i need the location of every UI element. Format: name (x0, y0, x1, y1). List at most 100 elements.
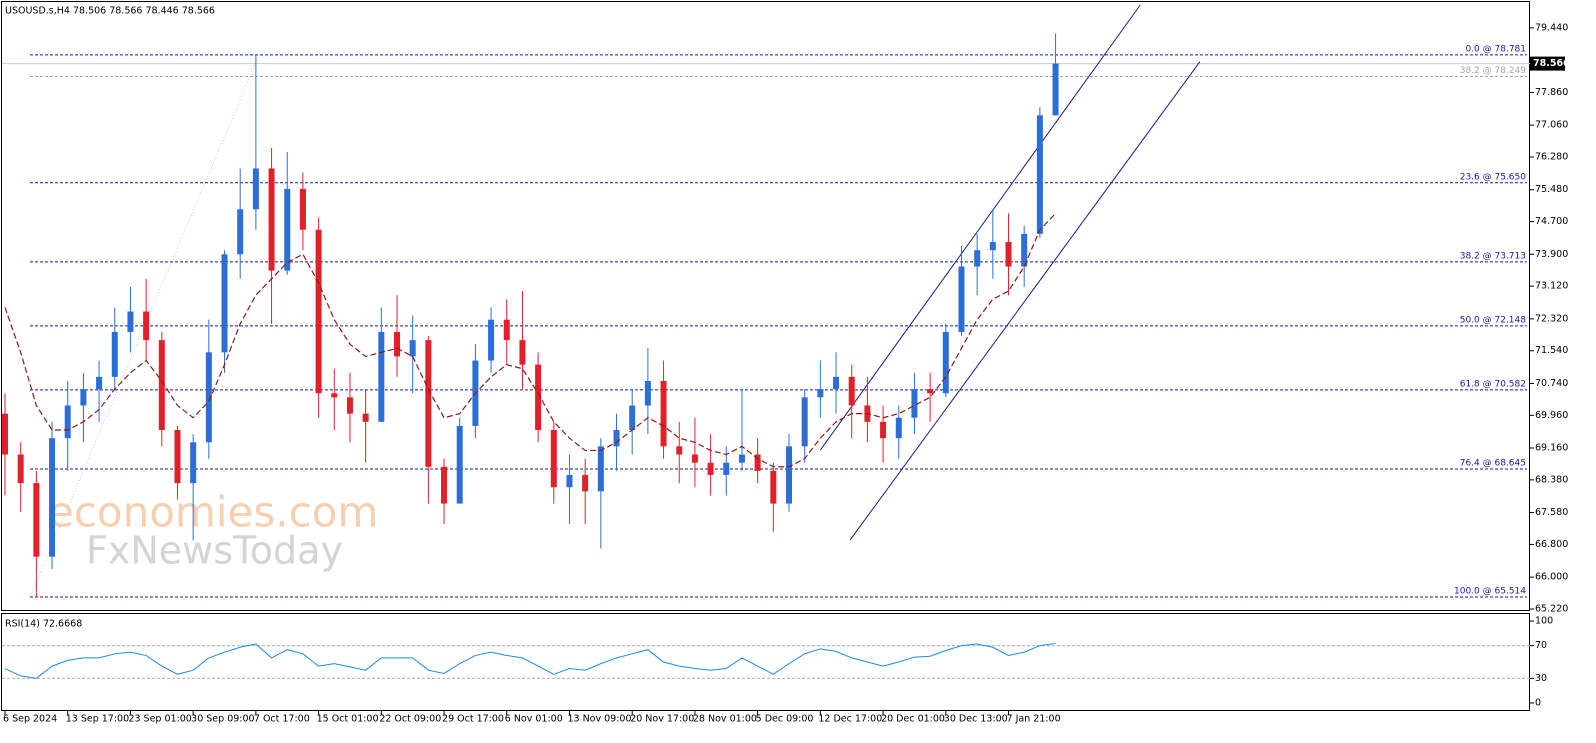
fib-label: 38.2 @ 78.249 (1460, 66, 1527, 76)
x-tick-label: 6 Nov 01:00 (505, 714, 563, 725)
fib-label: 76.4 @ 68.645 (1460, 459, 1526, 469)
price-pane (1, 1, 1530, 611)
x-tick-label: 23 Sep 01:00 (128, 714, 191, 725)
candle-body (441, 466, 448, 504)
candle-body (958, 266, 965, 332)
candle-body (221, 254, 228, 353)
candle-body (817, 389, 824, 398)
chart-title: USOUSD.s,H4 78.506 78.566 78.446 78.566 (5, 6, 215, 17)
y-tick-label: 77.060 (1535, 120, 1568, 131)
candle-body (676, 446, 683, 455)
x-tick-label: 6 Sep 2024 (3, 714, 57, 725)
candle-body (252, 168, 259, 210)
x-tick-label: 20 Dec 01:00 (881, 714, 945, 725)
candle-body (158, 340, 165, 431)
candle-body (488, 319, 495, 361)
candle-body (519, 340, 526, 365)
candle-body (833, 376, 840, 390)
candle-body (190, 442, 197, 484)
y-tick-label: 71.540 (1535, 345, 1568, 356)
rsi-pane (1, 613, 1530, 711)
x-tick-label: 13 Sep 17:00 (66, 714, 129, 725)
candle-body (660, 380, 667, 447)
candle-body (550, 430, 557, 488)
y-tick-label: 73.120 (1535, 281, 1568, 292)
candle-body (1021, 233, 1028, 267)
x-tick-label: 12 Dec 17:00 (818, 714, 882, 725)
candle-body (284, 188, 291, 271)
candle-body (425, 340, 432, 467)
candle-body (268, 168, 275, 271)
candle-body (566, 474, 573, 488)
candle-body (64, 405, 71, 439)
watermark: economies.com (48, 488, 378, 537)
candle-body (2, 413, 8, 455)
candle-body (707, 462, 714, 475)
candle-body (503, 319, 510, 341)
y-tick-label: 74.700 (1535, 216, 1568, 227)
y-tick-label: 100 (1535, 616, 1553, 627)
candle-body (237, 209, 244, 255)
candle-body (1005, 242, 1012, 267)
candle-body (96, 376, 103, 390)
y-tick-label: 70.740 (1535, 378, 1568, 389)
fib-label: 61.8 @ 70.582 (1460, 379, 1526, 389)
x-tick-label: 5 Dec 09:00 (756, 714, 814, 725)
y-tick-label: 72.320 (1535, 313, 1568, 324)
candle-body (394, 331, 400, 357)
moving-average (4, 213, 1056, 468)
candle-body (738, 454, 745, 463)
y-tick-label: 73.900 (1535, 249, 1568, 260)
y-tick-label: 65.220 (1535, 604, 1568, 615)
candle-body (786, 446, 792, 504)
x-tick-label: 7 Jan 21:00 (1007, 714, 1061, 725)
candle-body (1036, 115, 1043, 234)
fib-label: 50.0 @ 72.148 (1460, 315, 1527, 325)
y-tick-label: 70 (1535, 640, 1547, 651)
watermark: FxNewsToday (86, 529, 343, 573)
candle-body (315, 229, 322, 394)
candle-body (770, 470, 777, 504)
x-tick-label: 22 Oct 09:00 (379, 714, 441, 725)
candle-body (80, 389, 87, 406)
y-tick-label: 69.960 (1535, 410, 1568, 421)
candle-body (880, 421, 887, 439)
y-tick-label: 77.860 (1535, 87, 1568, 98)
fib-label: 23.6 @ 75.650 (1460, 172, 1527, 182)
candle-body (362, 413, 369, 422)
candle-body (974, 250, 981, 267)
candle-body (205, 352, 212, 443)
candle-body (127, 311, 134, 332)
candle-body (597, 446, 604, 492)
candle-body (49, 438, 56, 557)
candle-body (111, 331, 118, 377)
fib-label: 100.0 @ 65.514 (1454, 586, 1526, 596)
candle-body (582, 474, 589, 492)
candle-body (346, 397, 353, 414)
candle-body (409, 340, 416, 357)
fib-label: 38.2 @ 73.713 (1460, 251, 1526, 261)
y-tick-label: 79.440 (1535, 22, 1568, 33)
x-tick-label: 7 Oct 17:00 (254, 714, 310, 725)
rsi-title: RSI(14) 72.6668 (5, 619, 82, 630)
fib-label: 0.0 @ 78.781 (1465, 44, 1526, 54)
candle-body (754, 454, 761, 471)
candle-body (1052, 63, 1059, 116)
candle-body (378, 331, 385, 422)
trend-line (849, 61, 1201, 541)
candle-body (456, 425, 463, 504)
candle-body (723, 462, 730, 475)
x-tick-label: 13 Nov 09:00 (567, 714, 631, 725)
x-tick-label: 29 Oct 17:00 (442, 714, 504, 725)
candle-body (691, 454, 698, 463)
y-tick-label: 67.580 (1535, 507, 1568, 518)
candle-body (644, 380, 651, 406)
x-tick-label: 30 Dec 13:00 (944, 714, 1008, 725)
candle-body (299, 188, 306, 230)
y-tick-label: 69.160 (1535, 442, 1568, 453)
candle-body (911, 389, 918, 418)
trend-line (819, 4, 1141, 451)
y-tick-label: 66.000 (1535, 572, 1568, 583)
